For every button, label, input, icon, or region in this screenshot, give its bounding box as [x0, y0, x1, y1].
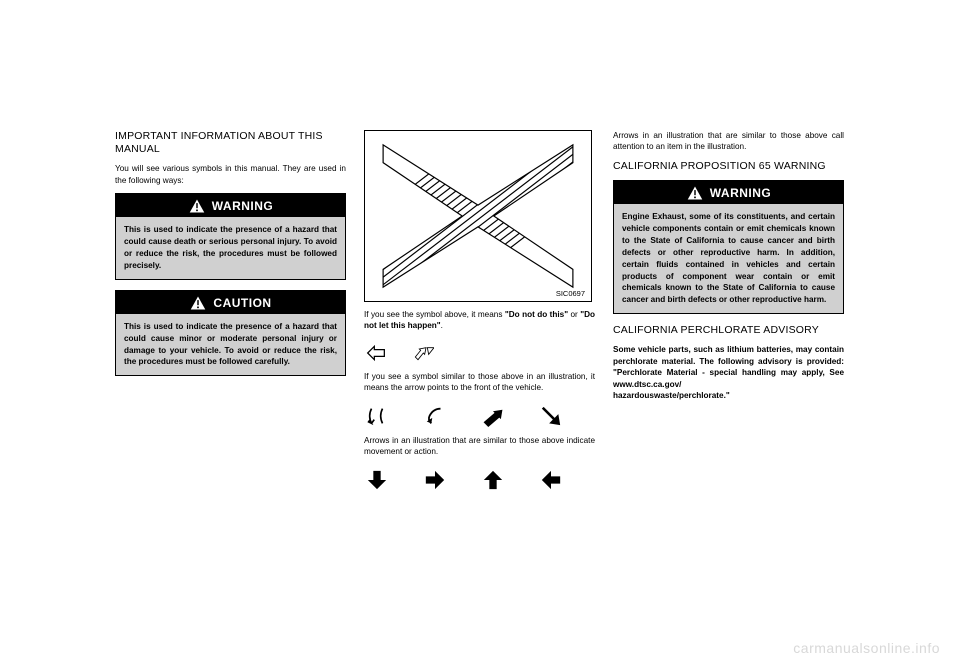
caution-header-label: CAUTION	[213, 296, 271, 310]
warning-triangle-icon	[686, 185, 704, 201]
angled-arrow-down-icon	[540, 405, 562, 427]
column-2: SIC0697 If you see the symbol above, it …	[364, 130, 595, 605]
section-title: IMPORTANT INFORMATION ABOUT THIS MANUAL	[115, 130, 346, 156]
do-not-text: If you see the symbol above, it means "D…	[364, 309, 595, 332]
outline-arrow-left-icon	[366, 343, 386, 363]
prop65-title: CALIFORNIA PROPOSITION 65 WARNING	[613, 160, 844, 173]
x-hatch-icon	[365, 131, 591, 301]
movement-arrow-row	[366, 405, 595, 427]
warning-header-label: WARNING	[212, 199, 274, 213]
intro-text: You will see various symbols in this man…	[115, 163, 346, 186]
prop65-warning-label: WARNING	[710, 186, 772, 200]
caution-box: CAUTION This is used to indicate the pre…	[115, 290, 346, 377]
curved-arrow-2-icon	[424, 405, 446, 427]
movement-arrow-text: Arrows in an illustration that are simil…	[364, 435, 595, 458]
manual-page: IMPORTANT INFORMATION ABOUT THIS MANUAL …	[115, 130, 845, 605]
arrow-left-icon	[540, 469, 562, 491]
prop65-warning-box: WARNING Engine Exhaust, some of its cons…	[613, 180, 844, 314]
do-not-symbol-box: SIC0697	[364, 130, 592, 302]
caution-header: CAUTION	[116, 291, 345, 314]
caution-triangle-icon	[189, 295, 207, 311]
arrow-up-icon	[482, 469, 504, 491]
warning-box: WARNING This is used to indicate the pre…	[115, 193, 346, 280]
front-arrow-text: If you see a symbol similar to those abo…	[364, 371, 595, 394]
warning-header: WARNING	[116, 194, 345, 217]
watermark: carmanualsonline.info	[793, 640, 940, 656]
figure-caption: SIC0697	[556, 289, 585, 298]
column-1: IMPORTANT INFORMATION ABOUT THIS MANUAL …	[115, 130, 346, 605]
warning-triangle-icon	[188, 198, 206, 214]
perchlorate-title: CALIFORNIA PERCHLORATE ADVI­SORY	[613, 324, 844, 337]
column-3: Arrows in an illustration that are simil…	[613, 130, 844, 605]
arrow-down-icon	[366, 469, 388, 491]
prop65-warning-body: Engine Exhaust, some of its constitu­ent…	[614, 204, 843, 313]
caution-body: This is used to indicate the presence of…	[116, 314, 345, 376]
perchlorate-text: Some vehicle parts, such as lithium bat­…	[613, 344, 844, 401]
outline-arrow-tilted-icon	[414, 343, 434, 363]
warning-body: This is used to indicate the presence of…	[116, 217, 345, 279]
angled-arrow-up-icon	[482, 405, 504, 427]
front-arrow-row	[366, 343, 595, 363]
prop65-warning-header: WARNING	[614, 181, 843, 204]
attention-arrow-text: Arrows in an illustration that are simil…	[613, 130, 844, 153]
arrow-right-icon	[424, 469, 446, 491]
curved-arrow-1-icon	[366, 405, 388, 427]
attention-arrow-row	[366, 469, 595, 491]
